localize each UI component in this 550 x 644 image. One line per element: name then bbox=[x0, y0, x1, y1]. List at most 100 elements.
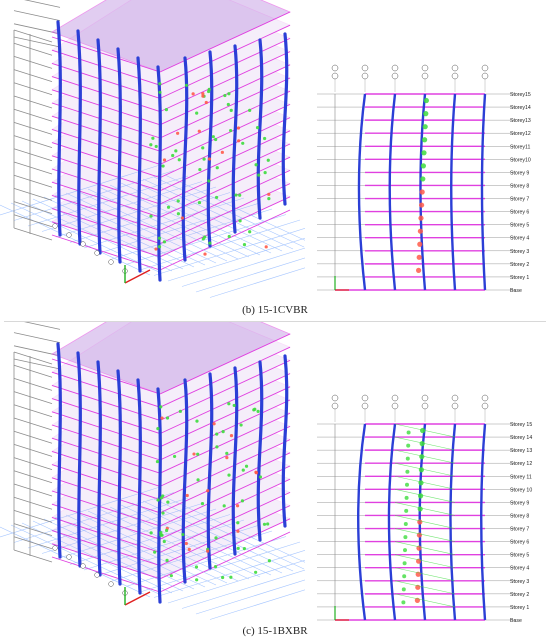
hinge bbox=[236, 546, 240, 550]
column bbox=[387, 423, 397, 621]
column-front-3 bbox=[116, 47, 122, 264]
beams bbox=[335, 423, 485, 621]
hinge bbox=[213, 565, 218, 569]
column-side-4 bbox=[281, 32, 289, 206]
hinge bbox=[198, 167, 202, 172]
hinge bbox=[234, 193, 238, 197]
hinge bbox=[417, 506, 423, 512]
front-beams bbox=[51, 333, 291, 593]
hinge bbox=[248, 230, 252, 234]
column bbox=[480, 93, 487, 291]
hinge bbox=[215, 432, 219, 436]
storey-label: Storey 13 bbox=[510, 448, 532, 454]
model-group bbox=[0, 0, 305, 298]
axis-bubble-top bbox=[391, 394, 399, 402]
plastic-hinges bbox=[149, 402, 272, 582]
axis-bubble-bottom bbox=[391, 72, 399, 80]
column-side-2 bbox=[231, 44, 239, 234]
storey-label: Storey 3 bbox=[510, 579, 529, 585]
axis-bubble-bottom bbox=[391, 402, 399, 410]
storey-label: Storey 10 bbox=[510, 487, 532, 493]
grid-bubble bbox=[94, 250, 100, 256]
axis-bubble-top bbox=[331, 394, 339, 402]
brace bbox=[394, 475, 456, 490]
hinge bbox=[255, 126, 260, 130]
brace bbox=[394, 580, 456, 595]
elevation-group: Storey15 Storey14 Storey13 Storey12 Storey11… bbox=[317, 64, 531, 294]
storey-label: Storey 5 bbox=[510, 223, 529, 229]
hinge bbox=[422, 137, 428, 143]
hinge bbox=[405, 482, 409, 487]
column-side-1 bbox=[206, 372, 214, 570]
hinge bbox=[195, 419, 199, 423]
x-axis-arrow bbox=[124, 591, 151, 606]
storey-label: Storey 6 bbox=[510, 540, 529, 546]
hinge bbox=[153, 550, 157, 554]
brace bbox=[394, 567, 456, 582]
floor-slabs bbox=[51, 0, 291, 258]
storey-label: Storey 4 bbox=[510, 236, 529, 242]
model-3d-view-c bbox=[0, 322, 305, 620]
hinge bbox=[405, 469, 410, 474]
column-front-4 bbox=[136, 378, 142, 595]
grid-bubble bbox=[80, 241, 86, 247]
figure-caption-b: (b) 15-1CVBR bbox=[242, 304, 308, 316]
column-front-5 bbox=[156, 387, 162, 604]
hinge bbox=[404, 508, 409, 513]
columns bbox=[56, 342, 289, 604]
hinge bbox=[172, 454, 177, 459]
hinge bbox=[181, 532, 185, 537]
hinge bbox=[178, 409, 182, 413]
hinge bbox=[418, 467, 424, 473]
storey-label: Storey 8 bbox=[510, 513, 529, 519]
grid-bubble bbox=[108, 259, 114, 265]
hinge bbox=[267, 192, 271, 196]
column-front-2 bbox=[96, 38, 102, 255]
hinge bbox=[264, 245, 268, 249]
storey-label: Storey 5 bbox=[510, 553, 529, 559]
hinge bbox=[232, 403, 236, 408]
axis-bubble-bottom bbox=[331, 402, 339, 410]
hinge bbox=[236, 521, 240, 525]
hinge bbox=[240, 499, 245, 503]
column-side-1 bbox=[206, 50, 214, 248]
plastic-hinges bbox=[149, 82, 271, 256]
storey-label: Storey 11 bbox=[510, 474, 532, 480]
hinge bbox=[215, 445, 219, 449]
hinge bbox=[206, 89, 211, 94]
brace bbox=[394, 593, 456, 608]
column bbox=[357, 423, 367, 621]
axis-bubble-bottom bbox=[331, 72, 339, 80]
axis-bubble-bottom bbox=[361, 72, 369, 80]
axis-bubble-top bbox=[391, 64, 399, 72]
model-3d-view-b bbox=[0, 0, 305, 298]
hinge bbox=[419, 454, 425, 460]
hinge bbox=[159, 530, 163, 535]
hinge bbox=[195, 111, 199, 115]
hinge bbox=[225, 455, 229, 460]
storey-label: Storey 9 bbox=[510, 170, 529, 176]
floor-slabs bbox=[51, 322, 291, 580]
hinge bbox=[239, 423, 243, 427]
hinge bbox=[196, 452, 200, 456]
hinge bbox=[208, 241, 212, 245]
hinge bbox=[403, 522, 408, 526]
column bbox=[419, 93, 427, 291]
hinge bbox=[166, 500, 170, 504]
storey-label: Storey 1 bbox=[510, 605, 529, 611]
column-front-0 bbox=[56, 342, 62, 559]
hinge bbox=[262, 522, 267, 526]
hinge bbox=[401, 587, 406, 592]
axis-triad bbox=[124, 587, 151, 606]
hinge bbox=[164, 108, 168, 112]
hinge bbox=[418, 215, 424, 221]
storey-label: Storey12 bbox=[510, 131, 531, 137]
storey-label: Base bbox=[510, 618, 522, 624]
storey-label: Storey15 bbox=[510, 92, 531, 98]
hinge bbox=[184, 541, 188, 546]
hinge bbox=[401, 600, 406, 605]
storey-label: Storey13 bbox=[510, 118, 531, 124]
storey-label: Storey 9 bbox=[510, 500, 529, 506]
hinge bbox=[197, 200, 202, 205]
hinge bbox=[416, 254, 422, 260]
